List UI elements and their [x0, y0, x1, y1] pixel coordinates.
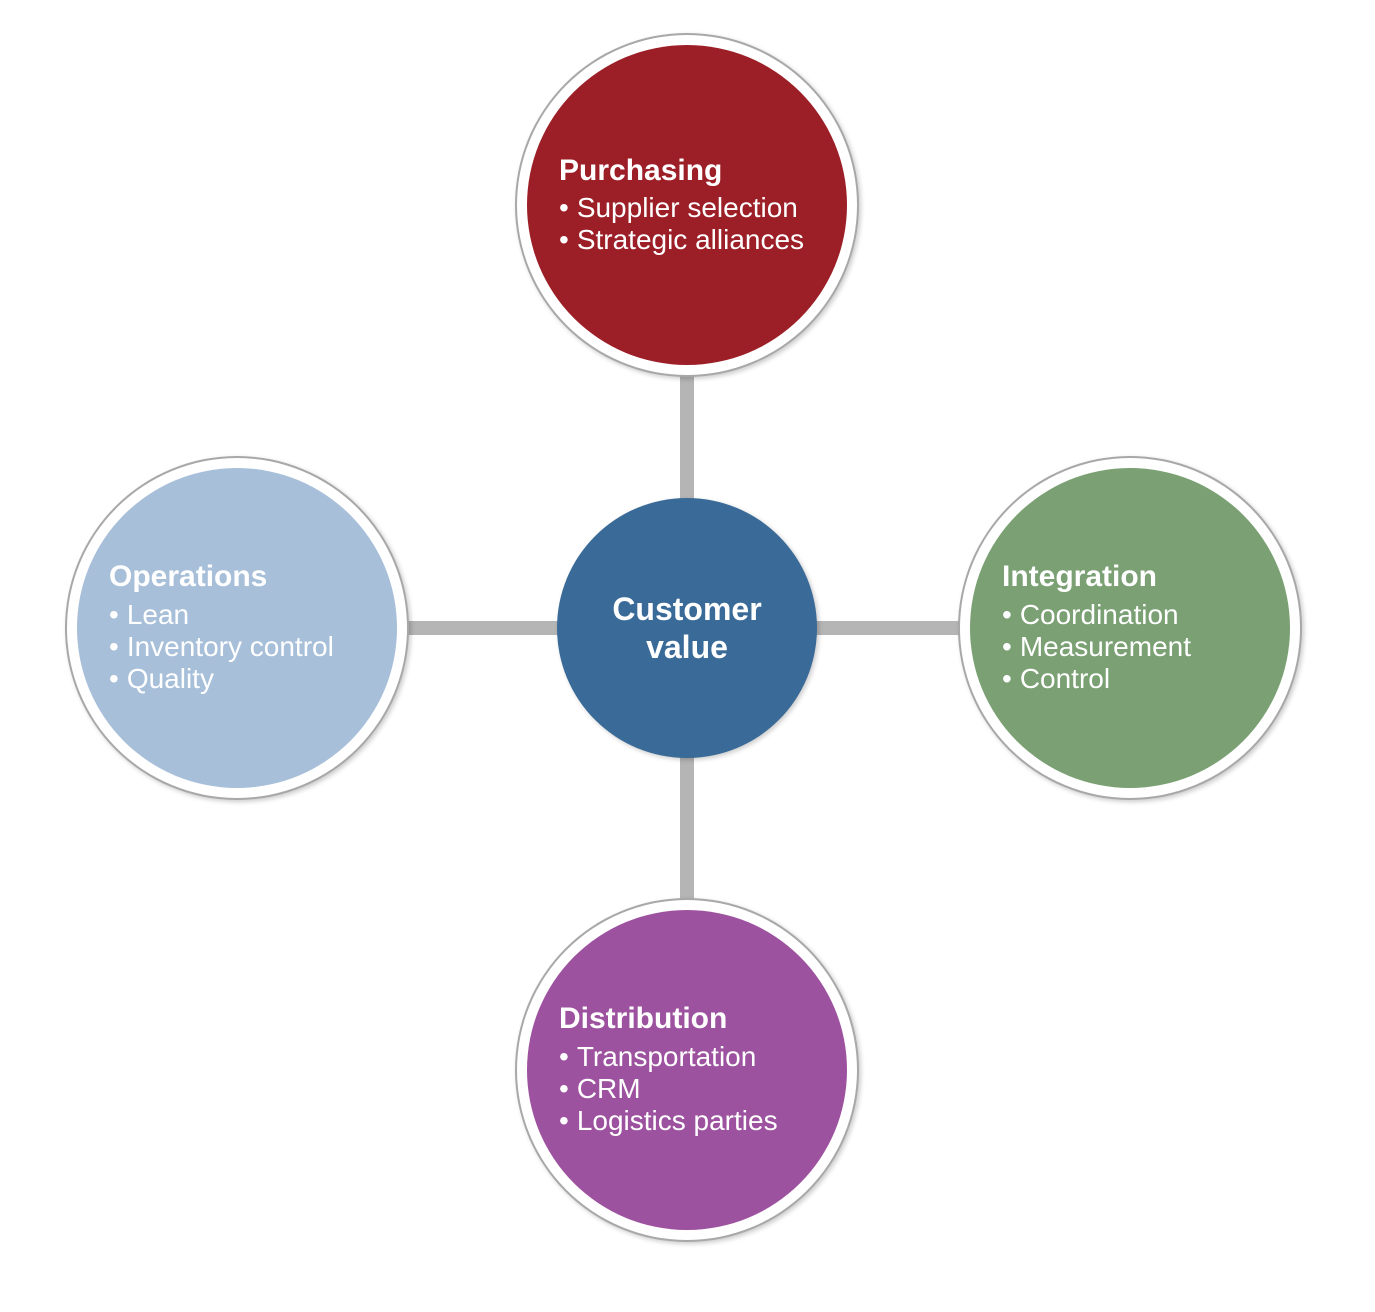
node-distribution-bullets: Transportation CRM Logistics parties: [559, 1041, 827, 1138]
bullet: CRM: [559, 1073, 827, 1105]
bullet: Inventory control: [109, 631, 377, 663]
node-integration: Integration Coordination Measurement Con…: [970, 468, 1290, 788]
center-node: Customer value: [557, 498, 817, 758]
bullet: Lean: [109, 599, 377, 631]
node-integration-title: Integration: [1002, 560, 1270, 595]
bullet: Strategic alliances: [559, 224, 827, 256]
center-node-label: Customer value: [577, 590, 797, 667]
bullet: Coordination: [1002, 599, 1270, 631]
node-operations: Operations Lean Inventory control Qualit…: [77, 468, 397, 788]
node-operations-title: Operations: [109, 560, 377, 595]
hub-spoke-diagram: Customer value Purchasing Supplier selec…: [0, 0, 1375, 1312]
node-operations-bullets: Lean Inventory control Quality: [109, 599, 377, 696]
bullet: Transportation: [559, 1041, 827, 1073]
node-integration-bullets: Coordination Measurement Control: [1002, 599, 1270, 696]
node-distribution-title: Distribution: [559, 1002, 827, 1037]
bullet: Supplier selection: [559, 192, 827, 224]
bullet: Logistics parties: [559, 1105, 827, 1137]
bullet: Quality: [109, 663, 377, 695]
node-distribution: Distribution Transportation CRM Logistic…: [527, 910, 847, 1230]
node-purchasing-title: Purchasing: [559, 154, 827, 189]
bullet: Control: [1002, 663, 1270, 695]
bullet: Measurement: [1002, 631, 1270, 663]
node-purchasing-bullets: Supplier selection Strategic alliances: [559, 192, 827, 256]
node-purchasing: Purchasing Supplier selection Strategic …: [527, 45, 847, 365]
